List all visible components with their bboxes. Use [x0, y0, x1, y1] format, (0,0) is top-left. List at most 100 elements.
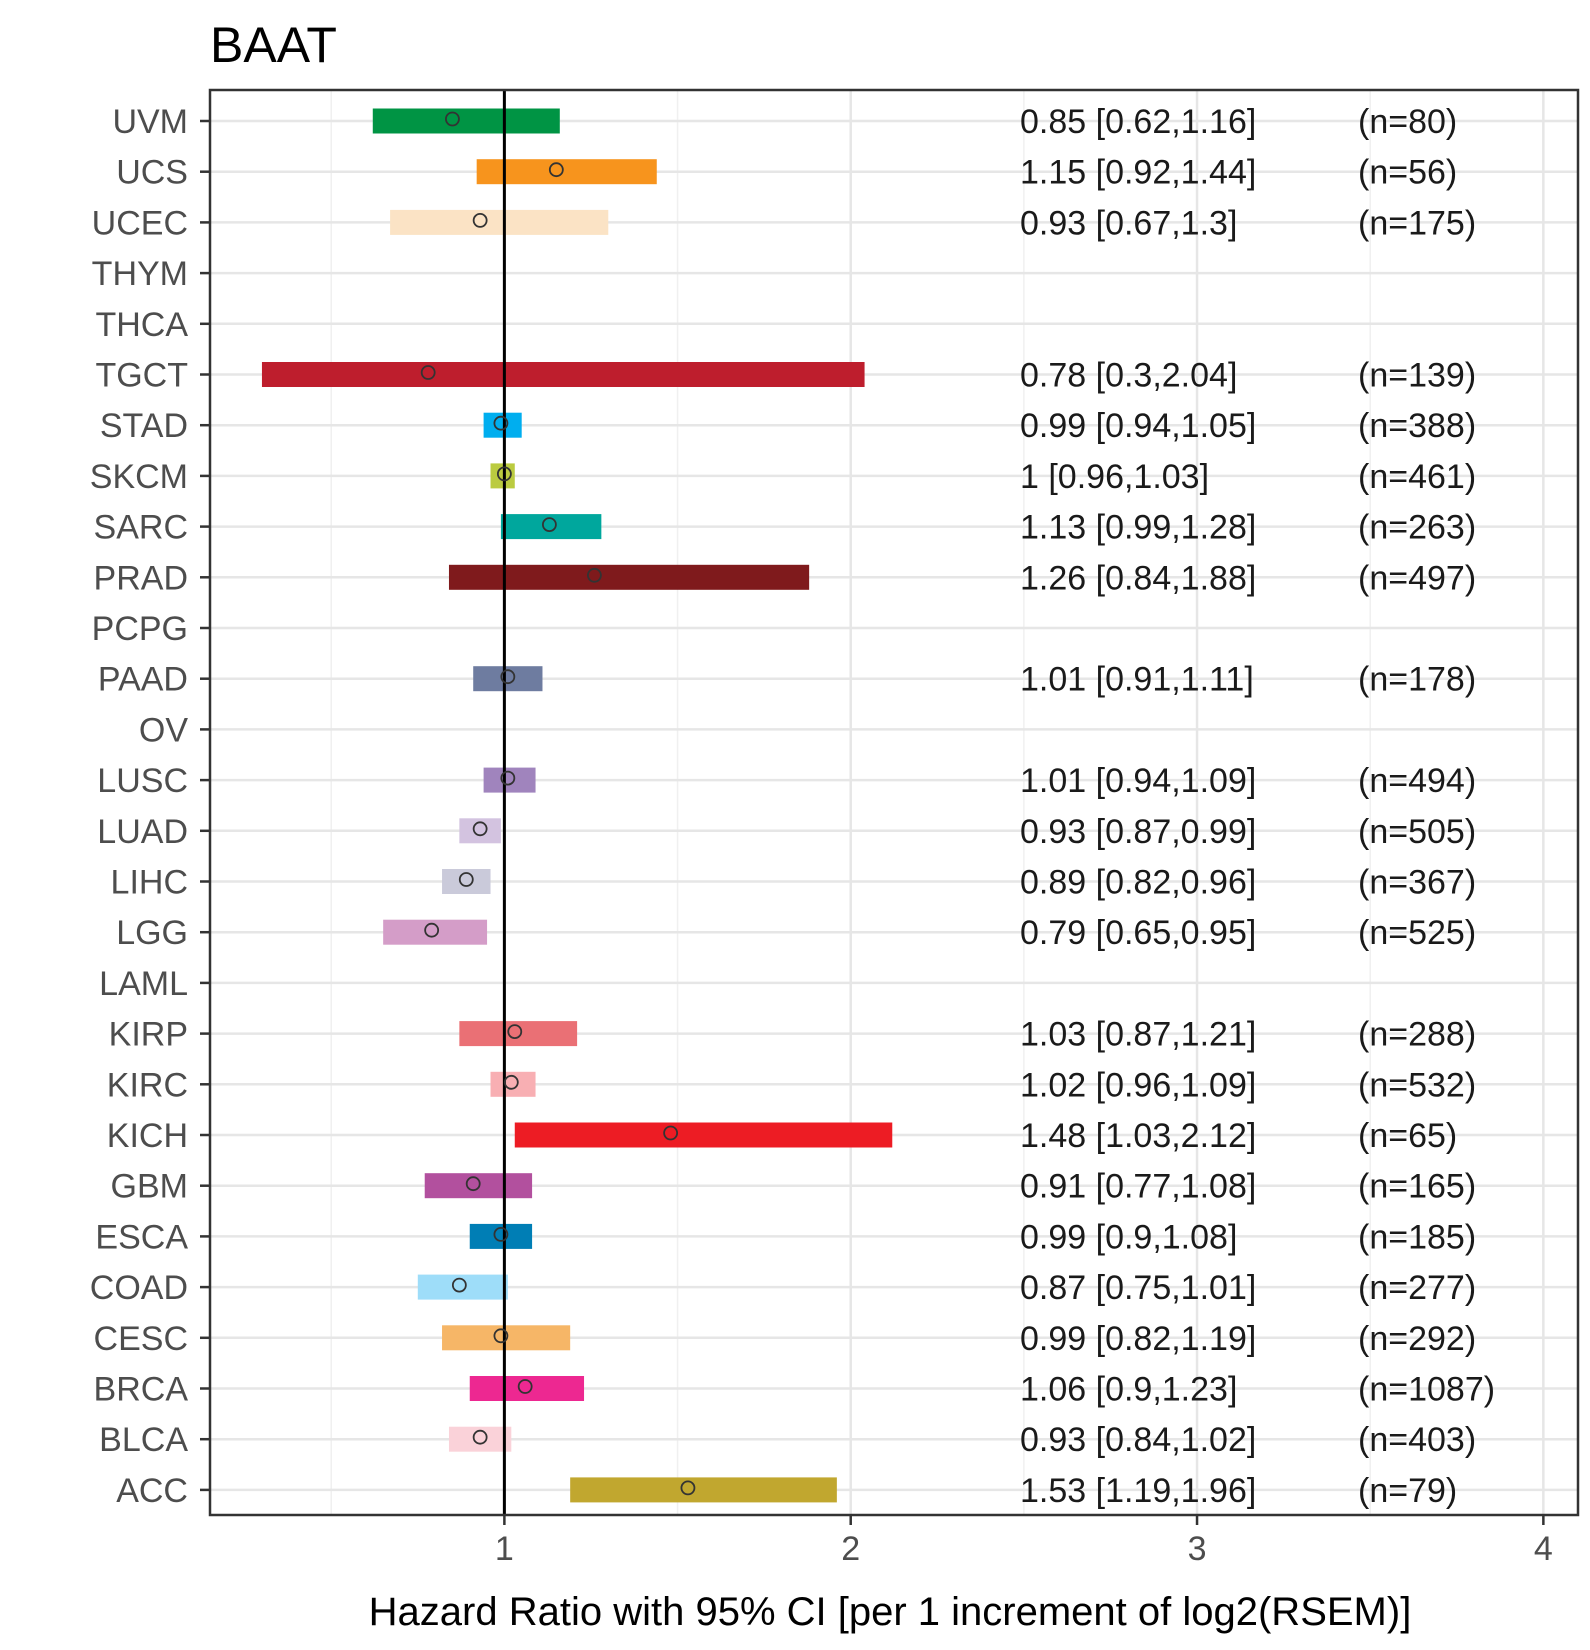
x-tick-label: 4 — [1534, 1530, 1553, 1568]
y-tick-label: BLCA — [99, 1421, 188, 1459]
ci-bars — [261, 108, 893, 1503]
x-tick-label: 3 — [1188, 1530, 1207, 1568]
y-tick-label: THYM — [92, 255, 188, 293]
hr-point-esca — [493, 1227, 509, 1242]
hr-ci-text: 1.53 [1.19,1.96] — [1020, 1472, 1256, 1510]
hr-ci-text: 1.26 [0.84,1.88] — [1020, 559, 1256, 597]
hr-ci-text: 1.48 [1.03,2.12] — [1020, 1117, 1256, 1155]
sample-size-text: (n=403) — [1358, 1421, 1476, 1459]
y-axis: UVM UCS UCEC THYM THCA TGCT STAD SKCM SARC PRAD PC… — [90, 103, 210, 1510]
y-tick-label: BRCA — [94, 1371, 189, 1409]
hr-ci-text: 0.87 [0.75,1.01] — [1020, 1269, 1256, 1307]
ci-bar-lgg — [383, 919, 488, 945]
sample-size-text: (n=1087) — [1358, 1371, 1495, 1409]
ci-bar-kich — [514, 1122, 893, 1148]
hr-point-ucs — [548, 162, 564, 178]
y-tick-label: PRAD — [94, 559, 188, 597]
x-tick-label: 1 — [495, 1530, 514, 1568]
x-axis: 1 2 3 4 — [495, 1515, 1553, 1568]
hr-ci-text: 1.03 [0.87,1.21] — [1020, 1016, 1256, 1054]
y-tick-label: CESC — [94, 1320, 188, 1358]
y-tick-label: PAAD — [98, 661, 188, 699]
major-gridlines — [210, 90, 1578, 1515]
sample-size-text: (n=80) — [1358, 103, 1457, 141]
sample-size-text: (n=277) — [1358, 1269, 1476, 1307]
y-tick-label: PCPG — [92, 610, 188, 648]
sample-size-text: (n=65) — [1358, 1117, 1457, 1155]
sample-size-text: (n=388) — [1358, 407, 1476, 445]
hr-point-luad — [472, 821, 488, 837]
ci-bar-uvm — [372, 108, 560, 134]
hr-point-blca — [472, 1429, 488, 1445]
sample-size-text: (n=494) — [1358, 762, 1476, 800]
sample-size-text: (n=367) — [1358, 864, 1476, 902]
hr-ci-text: 0.78 [0.3,2.04] — [1020, 357, 1237, 395]
ci-bar-prad — [448, 564, 810, 590]
sample-size-text: (n=532) — [1358, 1066, 1476, 1104]
sample-size-text: (n=139) — [1358, 357, 1476, 395]
y-tick-label: ESCA — [95, 1218, 188, 1256]
sample-size-text: (n=292) — [1358, 1320, 1476, 1358]
hr-point-uvm — [445, 111, 460, 127]
hr-point-kirc — [503, 1074, 519, 1090]
ci-bar-gbm — [424, 1173, 533, 1199]
hr-ci-text: 0.91 [0.77,1.08] — [1020, 1168, 1256, 1206]
hr-point-ucec — [472, 212, 488, 228]
hr-ci-text: 0.85 [0.62,1.16] — [1020, 103, 1256, 141]
hr-ci-text: 0.93 [0.67,1.3] — [1020, 204, 1237, 242]
sample-size-text: (n=461) — [1358, 458, 1476, 496]
y-tick-label: UVM — [112, 103, 188, 141]
hr-point-prad — [587, 567, 602, 583]
y-tick-label: LUAD — [97, 813, 188, 851]
x-tick-label: 2 — [841, 1530, 860, 1568]
hr-point-sarc — [542, 517, 557, 532]
hr-point-brca — [517, 1379, 533, 1394]
ci-bar-tgct — [261, 362, 865, 387]
sample-size-text: (n=288) — [1358, 1016, 1476, 1054]
y-tick-label: LAML — [99, 965, 188, 1003]
hr-ci-text: 1.01 [0.94,1.09] — [1020, 762, 1256, 800]
y-tick-label: KIRP — [109, 1016, 188, 1054]
plot-panel-border — [208, 88, 1580, 1517]
hr-point-lusc — [500, 770, 516, 786]
hr-point-coad — [451, 1277, 467, 1293]
y-tick-label: SARC — [94, 509, 188, 547]
ci-bar-kirp — [459, 1021, 578, 1047]
chart-title: BAAT — [210, 17, 337, 73]
hr-ci-text: 0.99 [0.82,1.19] — [1020, 1320, 1256, 1358]
hr-ci-text: 1 [0.96,1.03] — [1020, 458, 1209, 496]
hr-point-paad — [500, 669, 516, 685]
y-tick-label: OV — [139, 711, 188, 749]
sample-size-text: (n=79) — [1358, 1472, 1457, 1510]
hr-point-lihc — [458, 872, 474, 887]
hr-ci-text: 1.01 [0.91,1.11] — [1020, 661, 1254, 699]
sample-size-text: (n=185) — [1358, 1218, 1476, 1256]
sample-size-text: (n=497) — [1358, 559, 1476, 597]
y-tick-label: TGCT — [95, 357, 188, 395]
hr-ci-text: 0.93 [0.84,1.02] — [1020, 1421, 1256, 1459]
ci-bar-ucec — [390, 209, 609, 235]
ci-bar-acc — [570, 1477, 837, 1503]
hr-ci-text: 0.79 [0.65,0.95] — [1020, 914, 1256, 952]
y-tick-label: GBM — [111, 1168, 188, 1206]
x-axis-title: Hazard Ratio with 95% CI [per 1 incremen… — [369, 1590, 1412, 1634]
y-tick-label: UCEC — [92, 204, 188, 242]
sample-size-text: (n=178) — [1358, 661, 1476, 699]
hr-point-cesc — [493, 1328, 509, 1344]
minor-gridlines — [330, 90, 1371, 1515]
y-tick-label: ACC — [116, 1472, 188, 1510]
ci-bar-coad — [417, 1274, 508, 1300]
hr-point-lgg — [424, 922, 440, 938]
hr-ci-text: 0.89 [0.82,0.96] — [1020, 864, 1256, 902]
sample-size-text: (n=505) — [1358, 813, 1476, 851]
y-tick-label: STAD — [100, 407, 188, 445]
y-tick-label: KICH — [107, 1117, 188, 1155]
hr-point-skcm — [496, 466, 512, 482]
hr-points — [420, 111, 696, 1496]
y-tick-label: UCS — [116, 154, 188, 192]
hr-annotations: 0.85 [0.62,1.16] (n=80) 1.15 [0.92,1.44] (n… — [1020, 103, 1495, 1510]
hr-ci-text: 0.99 [0.9,1.08] — [1020, 1218, 1237, 1256]
y-tick-label: COAD — [90, 1269, 188, 1307]
ci-bar-ucs — [476, 159, 657, 185]
